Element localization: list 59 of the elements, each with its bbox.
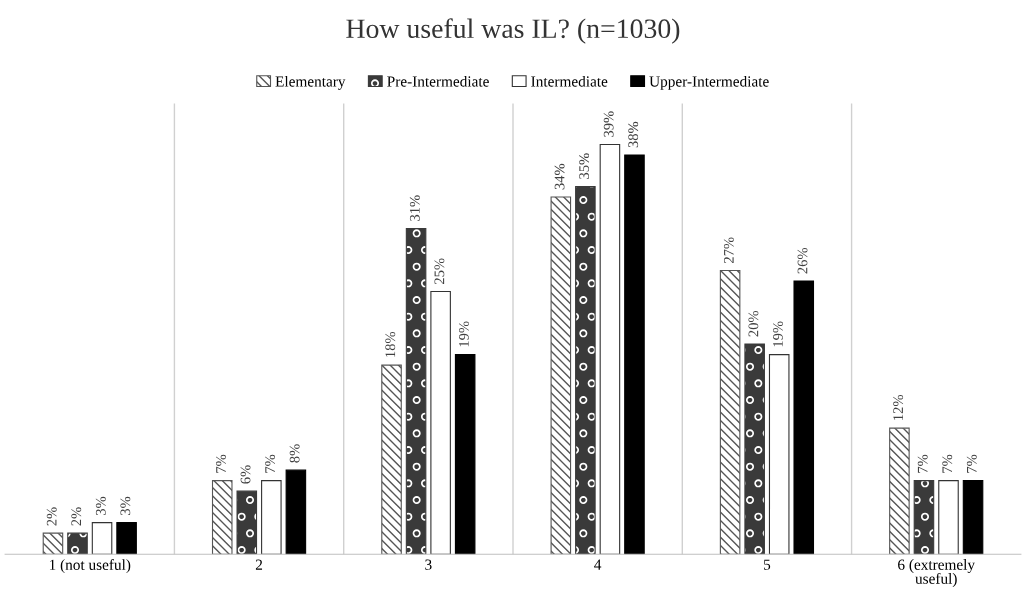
data-label: 25% bbox=[434, 258, 445, 284]
legend-label: Pre-Intermediate bbox=[387, 75, 489, 87]
bar bbox=[599, 143, 621, 555]
bar bbox=[889, 427, 910, 555]
x-tick-label: 2 bbox=[255, 559, 263, 570]
data-label: 2% bbox=[46, 507, 57, 526]
bar bbox=[381, 364, 402, 555]
x-tick-label: 1 (not useful) bbox=[49, 559, 131, 574]
data-label: 7% bbox=[966, 454, 977, 473]
bar bbox=[430, 291, 451, 555]
data-label: 31% bbox=[409, 195, 420, 221]
bar bbox=[67, 532, 88, 555]
data-label: 12% bbox=[893, 394, 904, 420]
data-label: 34% bbox=[554, 163, 565, 190]
bar bbox=[624, 154, 645, 555]
bar bbox=[454, 354, 476, 555]
data-label: 7% bbox=[216, 454, 226, 473]
bar bbox=[550, 196, 572, 555]
data-label: 20% bbox=[748, 310, 759, 337]
bar bbox=[575, 185, 596, 555]
data-label: 18% bbox=[385, 331, 396, 357]
bar bbox=[211, 480, 233, 555]
data-label: 3% bbox=[120, 496, 131, 516]
legend-label: Upper-Intermediate bbox=[649, 75, 769, 90]
bar bbox=[116, 522, 137, 555]
data-label: 6% bbox=[240, 465, 251, 484]
data-label: 7% bbox=[265, 454, 276, 473]
x-tick-label: 5 bbox=[764, 559, 771, 570]
data-label: 39% bbox=[603, 111, 614, 137]
data-label: 3% bbox=[95, 496, 106, 516]
bar bbox=[236, 490, 258, 555]
x-tick-label: 4 bbox=[594, 559, 602, 570]
bar bbox=[962, 480, 984, 555]
x-tick-label: 3 bbox=[425, 559, 432, 570]
data-label: 35% bbox=[579, 153, 590, 179]
bar bbox=[744, 343, 765, 555]
x-tick-label: 6 (extremely useful) bbox=[898, 559, 975, 587]
data-label: 19% bbox=[773, 321, 783, 347]
data-label: 19% bbox=[458, 321, 469, 347]
bar bbox=[938, 480, 959, 555]
bar bbox=[405, 227, 427, 555]
data-label: 8% bbox=[289, 444, 300, 463]
bar bbox=[719, 270, 741, 555]
bar bbox=[913, 480, 935, 555]
data-label: 2% bbox=[71, 507, 82, 526]
bar bbox=[793, 280, 815, 555]
bar bbox=[285, 469, 307, 555]
legend-label: Intermediate bbox=[531, 75, 608, 87]
bar bbox=[261, 480, 282, 555]
bar bbox=[91, 522, 113, 555]
data-label: 38% bbox=[628, 121, 639, 148]
data-label: 7% bbox=[942, 454, 953, 473]
data-label: 7% bbox=[917, 454, 928, 473]
chart-title: How useful was IL? (n=1030) bbox=[346, 18, 680, 44]
data-label: 27% bbox=[723, 237, 734, 263]
data-label: 26% bbox=[797, 247, 808, 274]
bar bbox=[42, 532, 64, 555]
legend-label: Elementary bbox=[275, 75, 346, 90]
bar bbox=[768, 354, 790, 555]
